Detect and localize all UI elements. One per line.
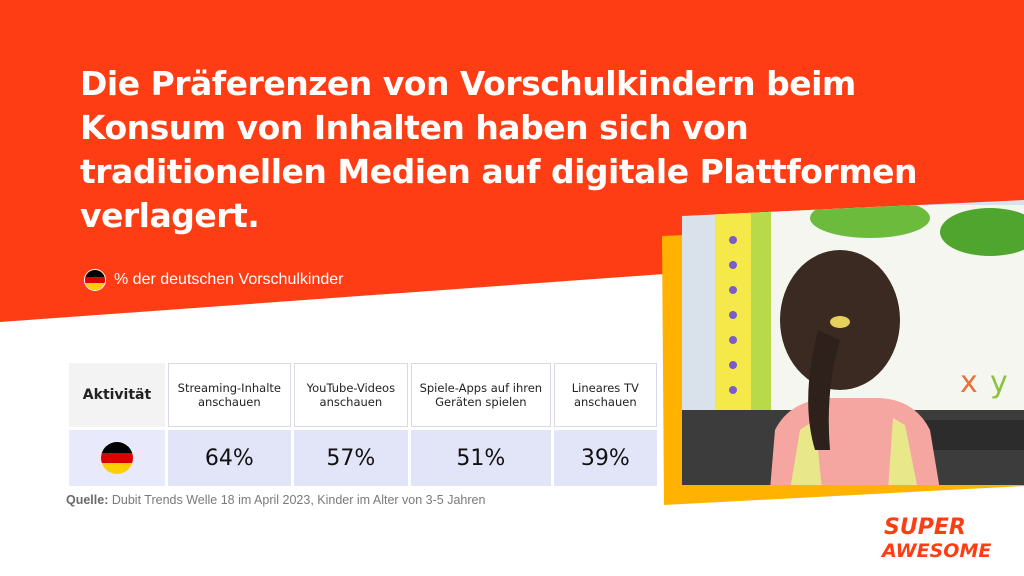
germany-flag-icon [101, 442, 133, 474]
table-header-streaming: Streaming-Inhalte anschauen [168, 363, 291, 427]
source-label: Quelle: [66, 493, 109, 507]
table-flag-cell [69, 430, 165, 486]
table-header-activity: Aktivität [69, 363, 165, 427]
svg-text:AWESOME: AWESOME [880, 540, 991, 562]
value-linear-tv: 39% [553, 430, 657, 486]
svg-text:SUPER: SUPER [884, 515, 966, 540]
table-header-game-apps: Spiele-Apps auf ihren Geräten spielen [411, 363, 551, 427]
superawesome-logo: SUPER AWESOME [880, 515, 991, 562]
value-youtube: 57% [293, 430, 409, 486]
subtitle: % der deutschen Vorschulkinder [114, 271, 344, 288]
table-header-linear-tv: Lineares TV anschauen [553, 363, 657, 427]
source-note: Quelle: Dubit Trends Welle 18 im April 2… [66, 493, 485, 507]
page-title: Die Präferenzen von Vorschulkindern beim… [80, 64, 917, 235]
value-streaming: 64% [168, 430, 291, 486]
table-header-row: Aktivität Streaming-Inhalte anschauen Yo… [69, 363, 657, 427]
subtitle-row: % der deutschen Vorschulkinder [84, 269, 343, 291]
table-row: 64% 57% 51% 39% [69, 430, 657, 486]
activity-table: Aktivität Streaming-Inhalte anschauen Yo… [66, 360, 660, 489]
germany-flag-icon [84, 269, 106, 291]
table-header-youtube: YouTube-Videos anschauen [293, 363, 409, 427]
source-text: Dubit Trends Welle 18 im April 2023, Kin… [111, 493, 486, 507]
value-game-apps: 51% [411, 430, 551, 486]
